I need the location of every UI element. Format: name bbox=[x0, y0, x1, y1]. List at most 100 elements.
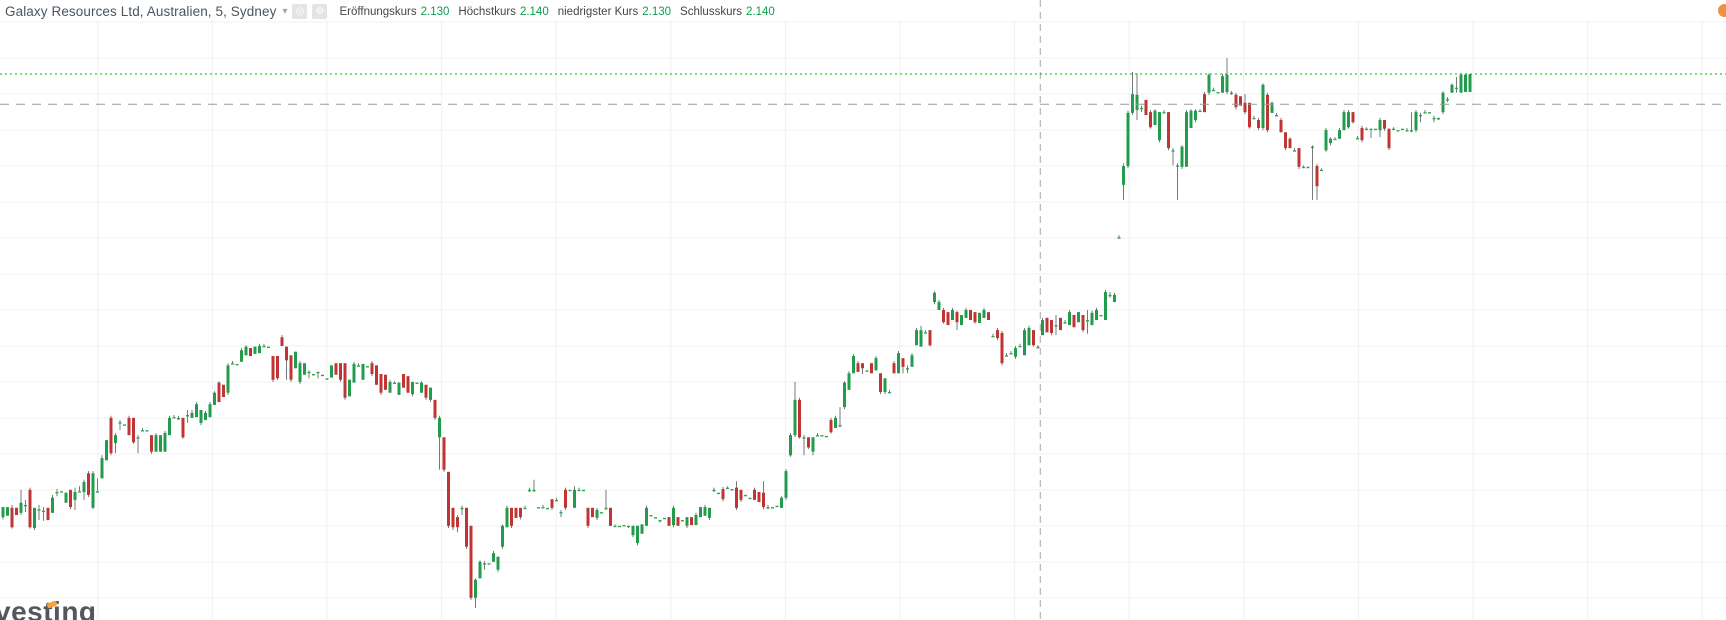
candle-body bbox=[492, 553, 495, 562]
candle-body bbox=[982, 309, 986, 318]
candle-body bbox=[208, 404, 212, 418]
candle-body bbox=[460, 507, 464, 510]
candle-body bbox=[1194, 110, 1197, 121]
candle-body bbox=[1059, 317, 1062, 331]
candle-body bbox=[870, 363, 873, 374]
candle-body bbox=[442, 437, 446, 470]
candle-body bbox=[816, 435, 819, 437]
candle-body bbox=[843, 382, 846, 408]
candle-body bbox=[474, 579, 477, 598]
candle-body bbox=[33, 507, 36, 528]
candle-body bbox=[118, 422, 122, 424]
candle-body bbox=[91, 473, 95, 508]
candle-body bbox=[51, 497, 54, 513]
candle-body bbox=[213, 392, 216, 405]
open-label: Eröffnungskurs bbox=[339, 5, 417, 18]
candle-body bbox=[1068, 312, 1071, 326]
candle-body bbox=[231, 363, 234, 365]
candle-body bbox=[798, 399, 801, 438]
high-label: Höchstkurs bbox=[458, 5, 516, 18]
candle-body bbox=[960, 315, 963, 326]
candle-body bbox=[496, 556, 500, 570]
candle-body bbox=[735, 487, 738, 508]
candle-body bbox=[1032, 330, 1035, 346]
symbol-title[interactable]: Galaxy Resources Ltd, Australien, 5, Syd… bbox=[5, 4, 277, 19]
candle-body bbox=[690, 517, 693, 526]
candle-body bbox=[1198, 110, 1202, 113]
candle-body bbox=[901, 358, 905, 367]
candle-body bbox=[1203, 94, 1206, 113]
candle-body bbox=[1036, 346, 1040, 349]
candle-body bbox=[141, 430, 144, 432]
candle-body bbox=[1108, 294, 1112, 297]
candle-body bbox=[249, 348, 252, 357]
candle-body bbox=[123, 424, 126, 426]
candle-body bbox=[483, 563, 486, 565]
candle-body bbox=[357, 365, 360, 367]
candle-body bbox=[1027, 327, 1031, 346]
candle-body bbox=[447, 471, 450, 526]
candle-body bbox=[1180, 146, 1184, 167]
settings-gear-icon[interactable]: ⚙ bbox=[312, 4, 328, 19]
candle-body bbox=[334, 363, 338, 375]
candle-body bbox=[114, 435, 117, 444]
candle-body bbox=[312, 374, 315, 376]
low-value: 2.130 bbox=[642, 5, 672, 18]
candle-body bbox=[838, 425, 842, 427]
candle-body bbox=[478, 561, 482, 579]
candle-body bbox=[1099, 315, 1103, 317]
candle-body bbox=[325, 378, 329, 380]
candle-body bbox=[1450, 84, 1454, 93]
candle-body bbox=[64, 492, 68, 503]
circle-indicator-icon[interactable]: ◎ bbox=[292, 4, 308, 19]
candle-body bbox=[420, 382, 423, 393]
candle-body bbox=[1054, 325, 1058, 327]
candle-body bbox=[1261, 84, 1265, 128]
candle-body bbox=[469, 525, 473, 598]
candle-body bbox=[811, 437, 815, 452]
ohlc-legend: Eröffnungskurs 2.130 Höchstkurs 2.140 ni… bbox=[339, 6, 774, 18]
close-value: 2.140 bbox=[746, 5, 775, 18]
candle-body bbox=[384, 374, 387, 390]
candle-body bbox=[168, 417, 171, 436]
candle-body bbox=[748, 497, 752, 500]
candle-body bbox=[1387, 128, 1391, 149]
candle-body bbox=[1243, 102, 1247, 113]
candle-body bbox=[1113, 294, 1116, 303]
candle-body bbox=[541, 507, 545, 509]
candle-body bbox=[330, 365, 333, 378]
notification-dot-icon bbox=[1718, 4, 1726, 17]
candle-body bbox=[1077, 312, 1080, 323]
chevron-down-icon[interactable]: ▾ bbox=[282, 6, 288, 17]
candle-body bbox=[1455, 87, 1458, 90]
candle-body bbox=[1171, 150, 1175, 152]
candle-body bbox=[1324, 130, 1328, 151]
candle-body bbox=[1131, 94, 1134, 113]
candle-body bbox=[379, 374, 383, 393]
candle-body bbox=[865, 370, 869, 372]
candle-body bbox=[1369, 128, 1373, 131]
candle-body bbox=[919, 330, 923, 347]
candle-body bbox=[1297, 148, 1301, 167]
candle-body bbox=[1216, 91, 1220, 94]
candle-body bbox=[55, 491, 59, 494]
candle-body bbox=[667, 517, 671, 526]
candle-body bbox=[685, 517, 689, 526]
investing-watermark: vesting bbox=[0, 596, 97, 620]
candle-body bbox=[1360, 127, 1364, 141]
candle-body bbox=[10, 507, 14, 528]
candle-body bbox=[676, 517, 680, 526]
candle-body bbox=[1140, 107, 1143, 110]
candle-body bbox=[1306, 166, 1310, 169]
candle-body bbox=[559, 512, 563, 514]
candle-body bbox=[1401, 128, 1404, 131]
candle-body bbox=[546, 507, 549, 510]
candle-body bbox=[1396, 130, 1400, 132]
candle-body bbox=[1000, 332, 1004, 364]
candle-body bbox=[1342, 112, 1346, 131]
candle-body bbox=[280, 337, 284, 346]
candle-body bbox=[789, 435, 792, 456]
candle-body bbox=[1023, 330, 1026, 356]
candle-body bbox=[96, 491, 99, 493]
